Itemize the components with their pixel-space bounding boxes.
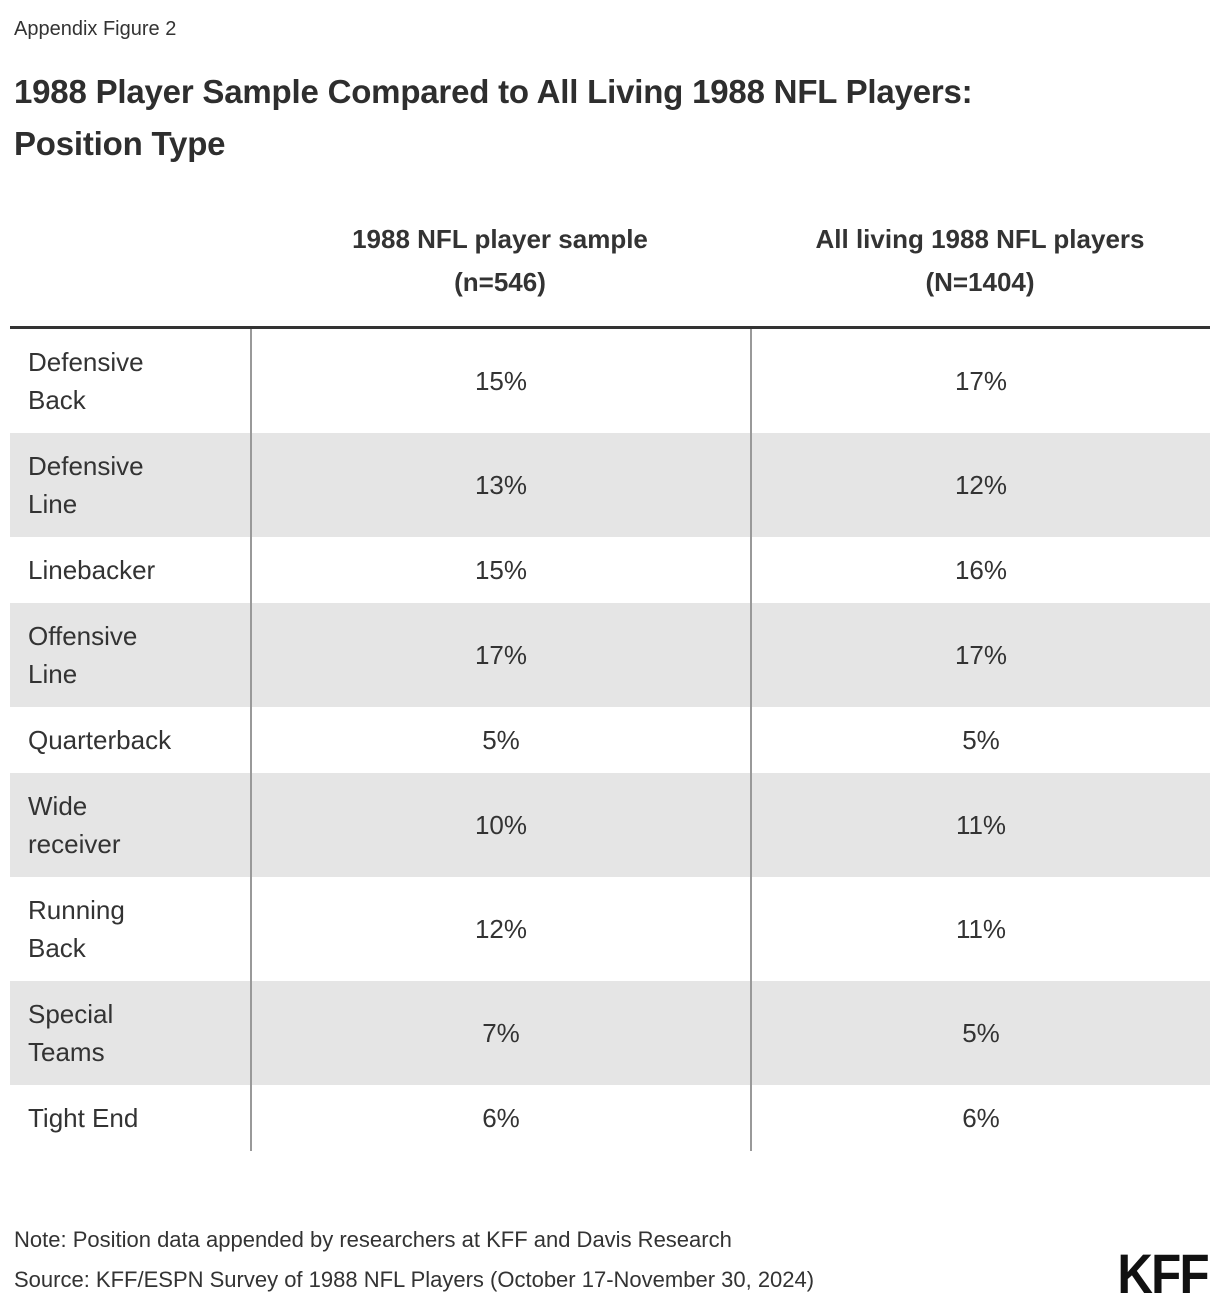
sample-value: 6% bbox=[250, 1085, 750, 1151]
sample-value: 10% bbox=[250, 773, 750, 877]
row-label: Special Teams bbox=[28, 999, 114, 1067]
table-body: Defensive Back 15% 17% Defensive Line 13… bbox=[10, 326, 1210, 1151]
page-title: 1988 Player Sample Compared to All Livin… bbox=[14, 73, 973, 162]
column-header-sample-line2: (n=546) bbox=[454, 267, 546, 297]
column-header-sample-line1: 1988 NFL player sample bbox=[352, 224, 648, 254]
kff-logo: KFF bbox=[1117, 1242, 1209, 1305]
all-players-value: 11% bbox=[750, 773, 1210, 877]
column-header-all-players: All living 1988 NFL players (N=1404) bbox=[750, 218, 1210, 304]
table-row-quarterback: Quarterback 5% 5% bbox=[10, 707, 1210, 773]
row-label: Offensive Line bbox=[28, 621, 138, 689]
position-comparison-table: 1988 NFL player sample (n=546) All livin… bbox=[10, 218, 1210, 1151]
sample-value: 15% bbox=[250, 537, 750, 603]
row-label: Defensive Line bbox=[28, 451, 144, 519]
note-text: Note: Position data appended by research… bbox=[14, 1227, 732, 1252]
column-header-all-players-line1: All living 1988 NFL players bbox=[815, 224, 1145, 254]
table-row-tight-end: Tight End 6% 6% bbox=[10, 1085, 1210, 1151]
sample-value: 15% bbox=[250, 329, 750, 433]
sample-value: 12% bbox=[250, 877, 750, 981]
row-label: Wide receiver bbox=[28, 791, 121, 859]
sample-value: 5% bbox=[250, 707, 750, 773]
all-players-value: 12% bbox=[750, 433, 1210, 537]
table-header-row: 1988 NFL player sample (n=546) All livin… bbox=[10, 218, 1210, 326]
table-row-running-back: Running Back 12% 11% bbox=[10, 877, 1210, 981]
appendix-figure-label: Appendix Figure 2 bbox=[14, 18, 177, 40]
row-label: Quarterback bbox=[28, 725, 172, 755]
table-row-wide-receiver: Wide receiver 10% 11% bbox=[10, 773, 1210, 877]
row-label: Defensive Back bbox=[28, 347, 144, 415]
column-header-sample: 1988 NFL player sample (n=546) bbox=[250, 218, 750, 304]
row-label: Tight End bbox=[28, 1103, 139, 1133]
all-players-value: 16% bbox=[750, 537, 1210, 603]
all-players-value: 6% bbox=[750, 1085, 1210, 1151]
table-row-linebacker: Linebacker 15% 16% bbox=[10, 537, 1210, 603]
column-header-position bbox=[10, 218, 250, 304]
all-players-value: 17% bbox=[750, 603, 1210, 707]
all-players-value: 5% bbox=[750, 707, 1210, 773]
table-row-defensive-back: Defensive Back 15% 17% bbox=[10, 329, 1210, 433]
all-players-value: 17% bbox=[750, 329, 1210, 433]
all-players-value: 11% bbox=[750, 877, 1210, 981]
table-row-offensive-line: Offensive Line 17% 17% bbox=[10, 603, 1210, 707]
column-header-all-players-line2: (N=1404) bbox=[925, 267, 1035, 297]
sample-value: 13% bbox=[250, 433, 750, 537]
source-text: Source: KFF/ESPN Survey of 1988 NFL Play… bbox=[14, 1267, 815, 1292]
row-label: Linebacker bbox=[28, 555, 156, 585]
row-label: Running Back bbox=[28, 895, 125, 963]
all-players-value: 5% bbox=[750, 981, 1210, 1085]
sample-value: 7% bbox=[250, 981, 750, 1085]
table-row-special-teams: Special Teams 7% 5% bbox=[10, 981, 1210, 1085]
sample-value: 17% bbox=[250, 603, 750, 707]
table-row-defensive-line: Defensive Line 13% 12% bbox=[10, 433, 1210, 537]
